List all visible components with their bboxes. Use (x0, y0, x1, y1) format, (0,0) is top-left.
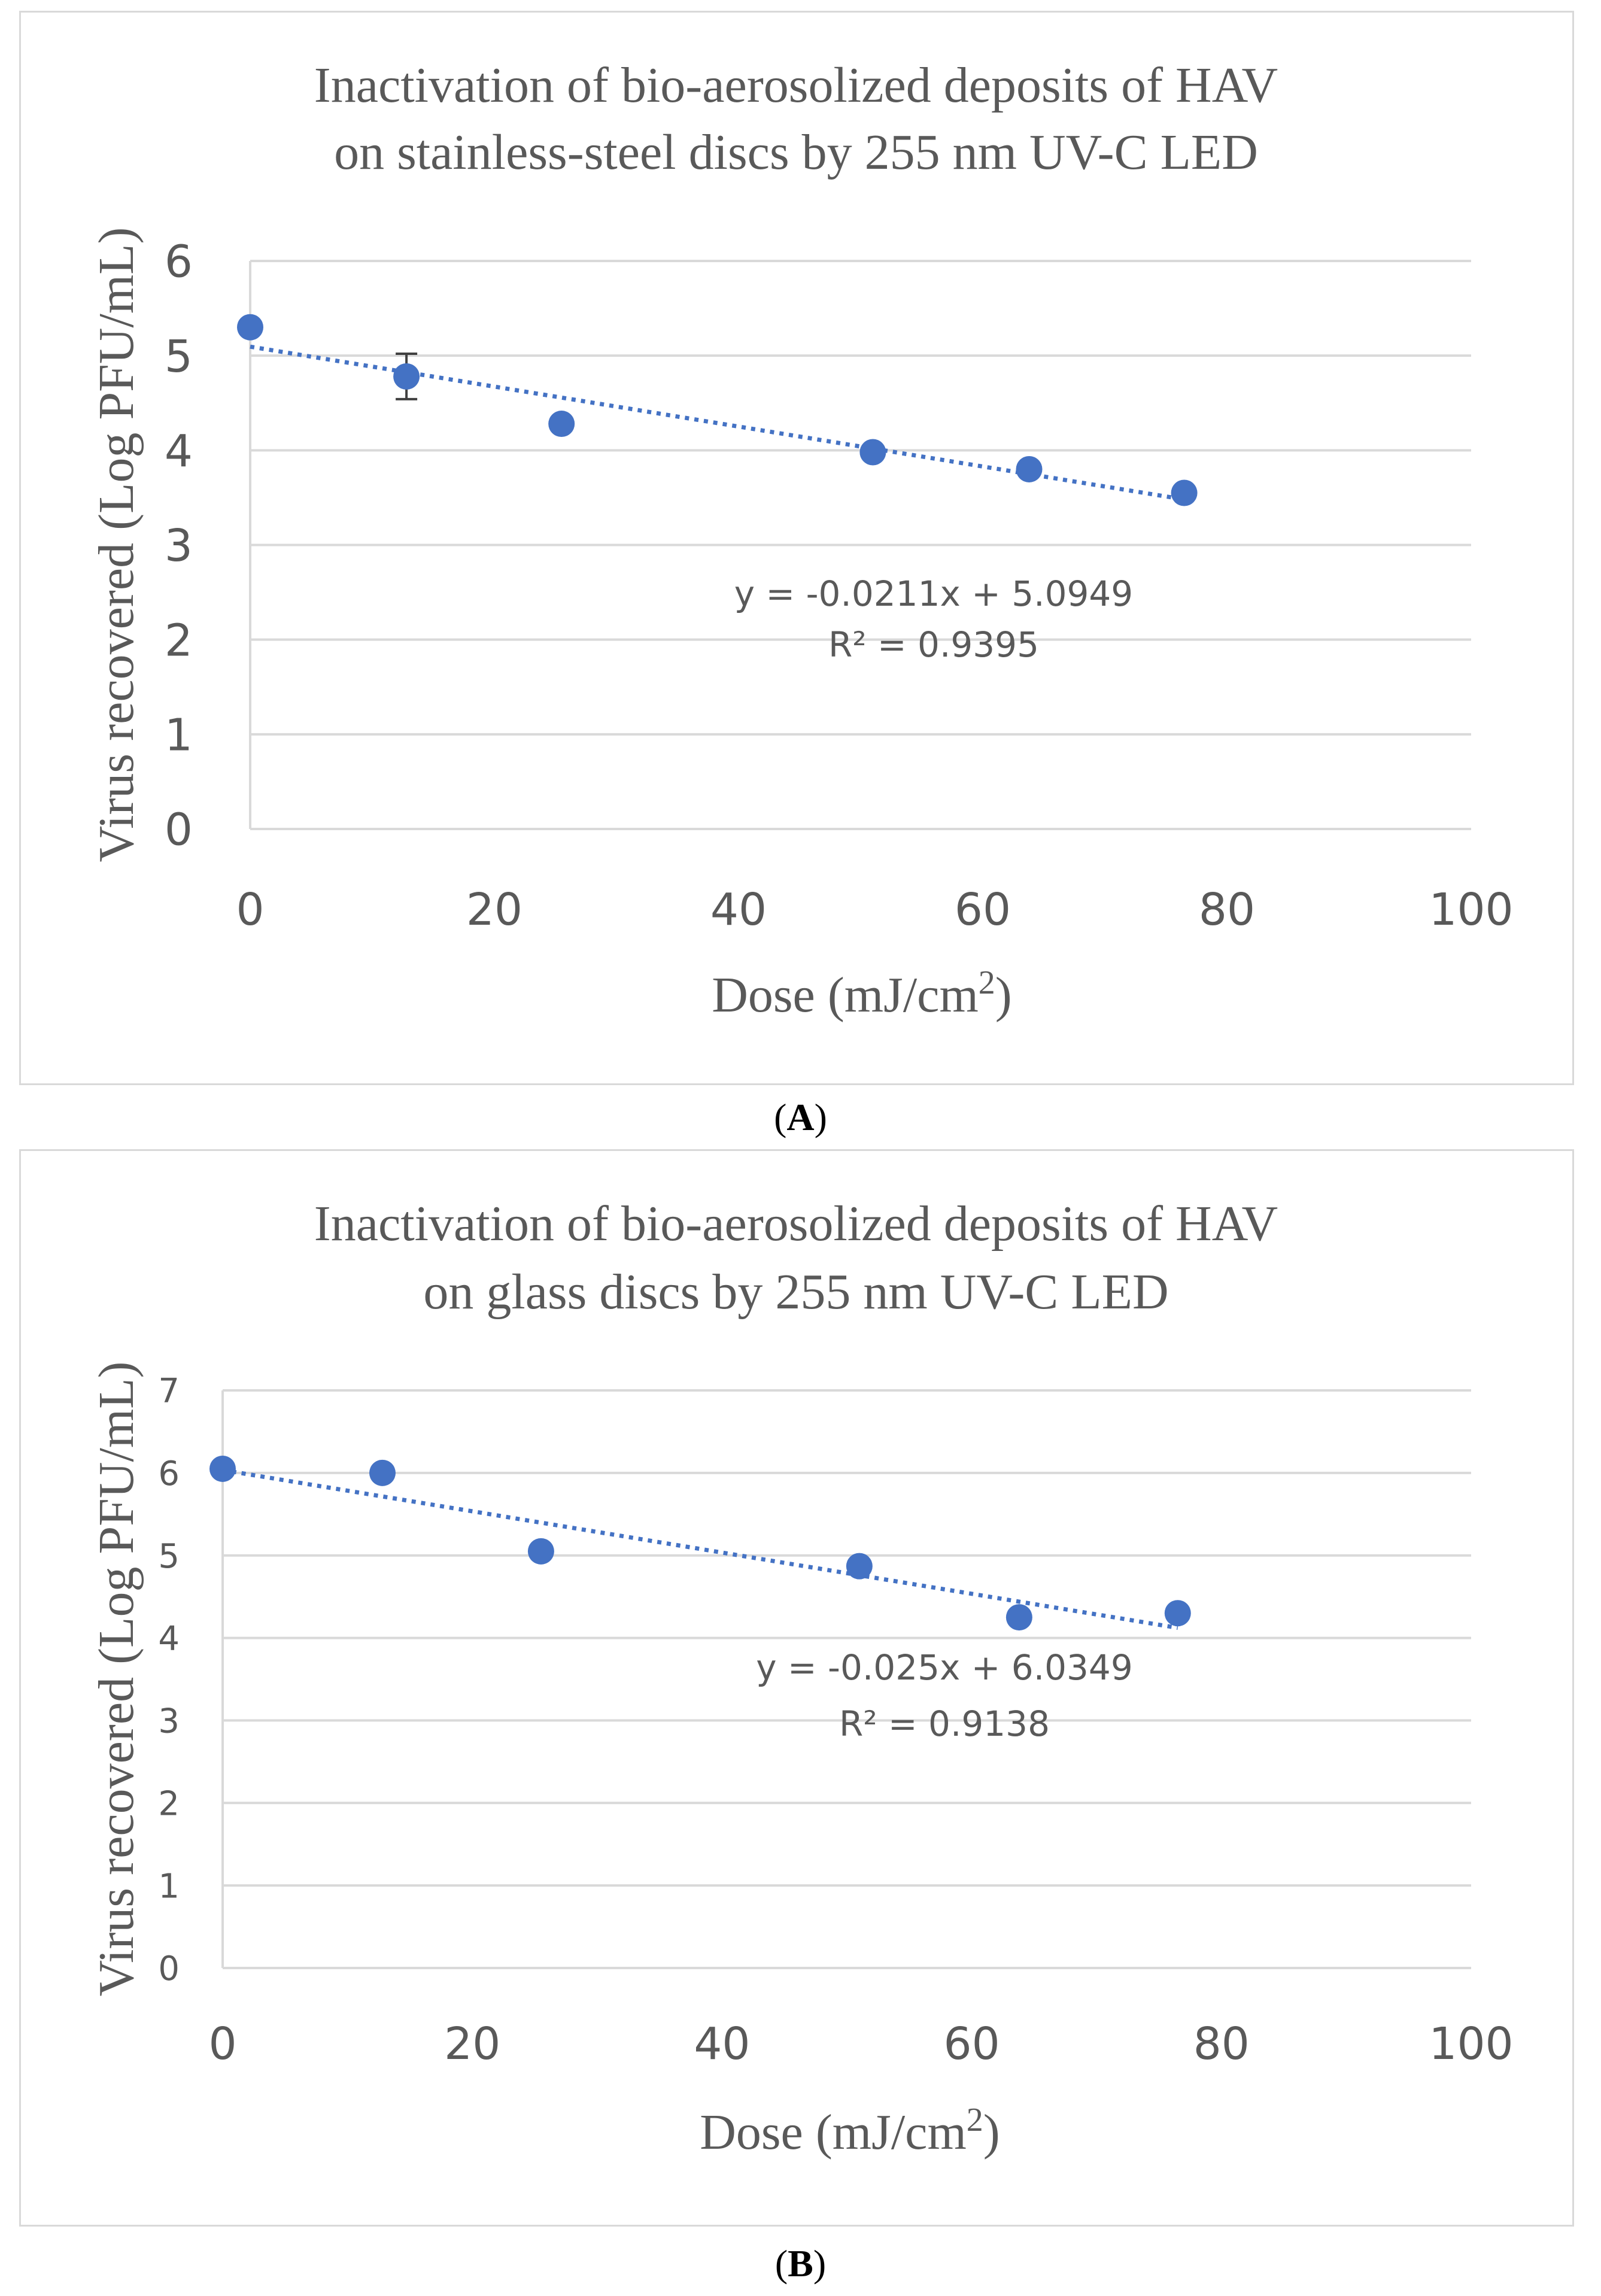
chart-a-title-line-1: Inactivation of bio-aerosolized deposits… (314, 57, 1278, 113)
chart-a-ytick-label-3: 3 (165, 520, 193, 572)
chart-b-xtick-label-40: 40 (694, 2018, 750, 2070)
chart-a-xtick-label-80: 80 (1199, 884, 1255, 936)
chart-a-y-axis-label: Virus recovered (Log PFU/mL) (89, 227, 144, 862)
chart-b-frame (19, 1149, 1574, 2227)
chart-b-xtick-label-60: 60 (944, 2018, 1000, 2070)
panel-label-b: (B) (774, 2242, 827, 2285)
chart-b-data-point-5 (1005, 1604, 1032, 1631)
chart-a-xtick-label-100: 100 (1429, 884, 1513, 936)
chart-b-xtick-label-100: 100 (1429, 2018, 1513, 2070)
chart-b-ytick-label-6: 6 (158, 1454, 180, 1493)
chart-a-title-line-2: on stainless-steel discs by 255 nm UV-C … (334, 124, 1258, 180)
chart-b-trendline-equation: y = -0.025x + 6.0349 (756, 1647, 1133, 1688)
chart-a-trendline-equation: y = -0.0211x + 5.0949 (734, 573, 1133, 614)
chart-b-ytick-label-4: 4 (158, 1620, 180, 1659)
chart-a-ytick-label-0: 0 (165, 804, 193, 856)
chart-b-data-point-2 (369, 1459, 396, 1486)
chart-b-ytick-label-2: 2 (158, 1784, 180, 1823)
chart-a-ytick-label-5: 5 (165, 331, 193, 382)
chart-b-title-line-2: on glass discs by 255 nm UV-C LED (423, 1264, 1168, 1320)
chart-b-y-axis-label: Virus recovered (Log PFU/mL) (89, 1361, 144, 1996)
chart-b-ytick-label-7: 7 (158, 1372, 180, 1411)
chart-b-ytick-label-3: 3 (158, 1702, 180, 1741)
chart-b-xtick-label-20: 20 (444, 2018, 500, 2070)
chart-a-xtick-label-0: 0 (236, 884, 264, 936)
chart-a-ytick-label-1: 1 (165, 709, 193, 761)
chart-b-ytick-label-0: 0 (158, 1949, 180, 1988)
chart-a-data-point-6 (1171, 479, 1198, 506)
chart-b-trendline-r-squared: R² = 0.9138 (839, 1703, 1050, 1744)
chart-b-xtick-label-80: 80 (1193, 2018, 1250, 2070)
chart-a-frame (19, 11, 1574, 1085)
chart-a-data-point-1 (237, 314, 263, 341)
chart-a-ytick-label-4: 4 (165, 426, 193, 477)
chart-b-ytick-label-5: 5 (158, 1537, 180, 1576)
chart-b-xtick-label-0: 0 (208, 2018, 236, 2070)
chart-a-data-point-5 (1016, 455, 1043, 482)
chart-b-data-point-3 (527, 1538, 554, 1565)
chart-b-x-axis-label: Dose (mJ/cm2) (700, 2101, 1000, 2160)
chart-b-data-point-6 (1164, 1600, 1191, 1627)
chart-a-xtick-label-60: 60 (955, 884, 1011, 936)
chart-a-xtick-label-40: 40 (710, 884, 767, 936)
chart-a-data-point-4 (859, 439, 886, 466)
chart-b-ytick-label-1: 1 (158, 1867, 180, 1906)
chart-b-data-point-4 (846, 1553, 873, 1580)
chart-a-ytick-label-2: 2 (165, 615, 193, 666)
chart-a-data-point-3 (548, 411, 575, 438)
chart-a-xtick-label-20: 20 (466, 884, 522, 936)
chart-a-trendline-r-squared: R² = 0.9395 (828, 624, 1039, 665)
chart-a-trendline (250, 344, 1185, 502)
chart-b-title-line-1: Inactivation of bio-aerosolized deposits… (314, 1196, 1278, 1252)
chart-b-data-point-1 (209, 1455, 236, 1482)
chart-a-ytick-label-6: 6 (165, 236, 193, 288)
chart-a-data-point-2 (393, 363, 420, 390)
chart-b-trendline (222, 1468, 1178, 1630)
panel-label-a: (A) (774, 1096, 827, 1138)
chart-a-x-axis-label: Dose (mJ/cm2) (712, 964, 1012, 1023)
